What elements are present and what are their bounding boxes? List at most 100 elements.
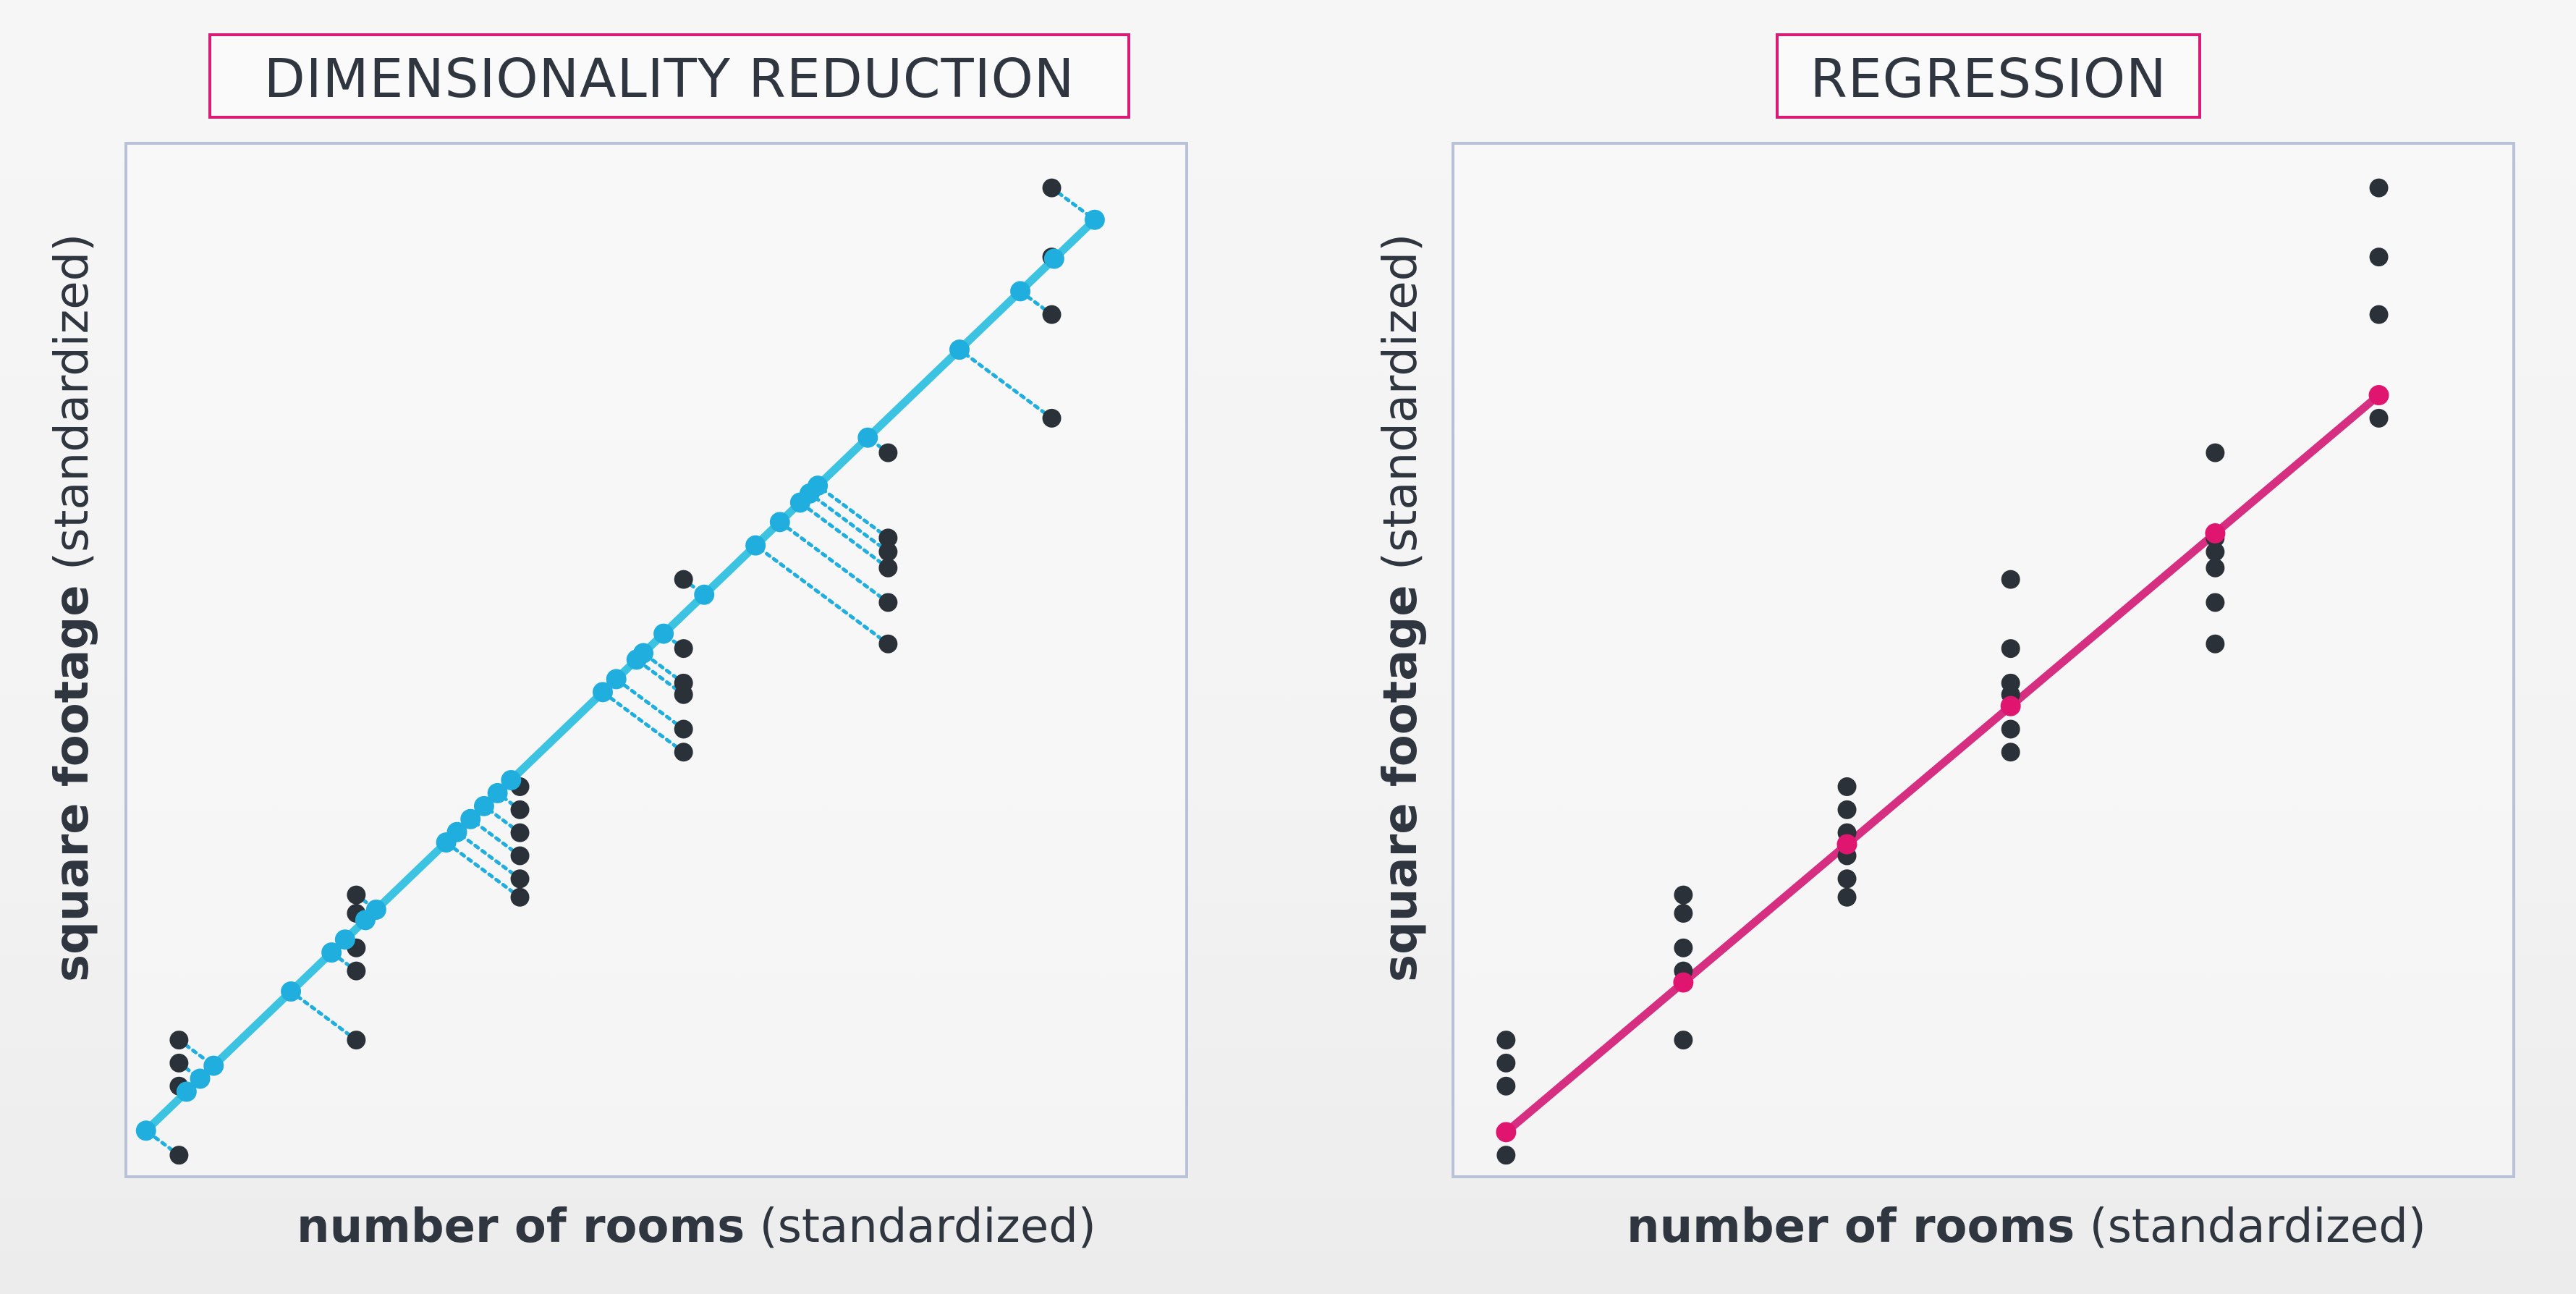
- projection-connector: [815, 483, 890, 540]
- data-point: [2001, 743, 2020, 762]
- projected-point: [501, 769, 522, 790]
- projected-point: [592, 682, 613, 703]
- fitted-point: [2368, 385, 2389, 406]
- data-point: [1837, 777, 1857, 797]
- data-point: [2001, 719, 2020, 739]
- projected-point: [334, 929, 355, 950]
- projected-point: [355, 910, 376, 931]
- data-point: [1674, 904, 1693, 923]
- data-point: [510, 800, 530, 819]
- projection-connector: [614, 677, 686, 731]
- data-point: [1496, 1146, 1516, 1165]
- panel-title-regression: REGRESSION: [1776, 33, 2201, 119]
- data-point: [1674, 938, 1693, 957]
- projected-point: [949, 339, 970, 360]
- data-point: [1837, 800, 1857, 819]
- regression-line: [1501, 391, 2384, 1136]
- projected-point: [857, 427, 878, 448]
- projected-point: [789, 492, 810, 513]
- fitted-point: [2000, 695, 2021, 716]
- data-point: [2001, 570, 2020, 589]
- data-point: [674, 639, 693, 659]
- data-point: [510, 846, 530, 866]
- data-point: [1674, 885, 1693, 905]
- panel-title-dimensionality-reduction: DIMENSIONALITY REDUCTION: [208, 33, 1130, 119]
- x-axis-label-right-rest: (standardized): [2075, 1200, 2426, 1253]
- plot-frame-left: [124, 142, 1188, 1178]
- data-point: [1496, 1076, 1516, 1096]
- projection-connector: [1018, 289, 1054, 317]
- data-point: [510, 869, 530, 889]
- data-point: [2369, 305, 2389, 324]
- data-point: [510, 887, 530, 907]
- fitted-point: [1673, 972, 1694, 993]
- projected-point: [1043, 248, 1064, 269]
- projected-point: [769, 512, 790, 533]
- projected-point: [745, 535, 766, 556]
- projection-connector: [601, 690, 686, 754]
- data-point: [1674, 1031, 1693, 1050]
- fitted-point: [1496, 1122, 1517, 1143]
- data-point: [878, 593, 898, 612]
- projection-connector: [957, 347, 1054, 420]
- data-point: [1496, 1031, 1516, 1050]
- projected-point: [460, 808, 481, 829]
- projection-connector: [468, 817, 522, 858]
- projection-connector: [753, 544, 890, 646]
- data-point: [169, 1053, 189, 1073]
- data-point: [2206, 593, 2225, 612]
- data-point: [674, 570, 693, 589]
- data-point: [1837, 887, 1857, 907]
- data-point: [674, 743, 693, 762]
- projected-point: [1010, 281, 1031, 302]
- projection-connector: [798, 500, 890, 570]
- fitted-point: [2205, 523, 2226, 544]
- fitted-point: [1836, 834, 1857, 855]
- data-point: [2206, 634, 2225, 654]
- projected-point: [281, 981, 302, 1002]
- projected-point: [626, 649, 647, 670]
- projection-connector: [455, 830, 522, 881]
- x-axis-label-right: number of rooms (standardized): [1627, 1200, 2426, 1253]
- data-point: [1042, 408, 1062, 428]
- data-point: [878, 542, 898, 562]
- x-axis-label-left-rest: (standardized): [745, 1200, 1096, 1253]
- data-point: [878, 558, 898, 578]
- plot-frame-right: [1452, 142, 2515, 1178]
- projection-connector: [778, 520, 890, 604]
- data-point: [169, 1146, 189, 1165]
- projection-connector: [808, 491, 890, 554]
- data-point: [169, 1031, 189, 1050]
- projected-point: [606, 669, 627, 690]
- data-point: [510, 823, 530, 842]
- data-point: [1837, 869, 1857, 889]
- projected-point: [190, 1068, 211, 1089]
- data-point: [2369, 178, 2389, 198]
- data-point: [2206, 443, 2225, 462]
- data-point: [347, 961, 366, 981]
- projected-point: [436, 832, 457, 853]
- x-axis-label-left-bold: number of rooms: [297, 1200, 745, 1253]
- data-point: [878, 443, 898, 462]
- data-point: [347, 885, 366, 905]
- data-point: [1042, 305, 1062, 324]
- data-point: [2369, 408, 2389, 428]
- projected-point: [653, 623, 674, 644]
- projected-point: [203, 1055, 224, 1076]
- projected-point: [487, 782, 508, 803]
- data-point: [1042, 178, 1062, 198]
- data-point: [2369, 248, 2389, 267]
- projected-point: [694, 584, 715, 605]
- data-point: [2001, 639, 2020, 659]
- data-point: [2206, 542, 2225, 562]
- data-point: [2206, 558, 2225, 578]
- projected-point: [1084, 209, 1105, 230]
- data-point: [347, 1031, 366, 1050]
- x-axis-label-left: number of rooms (standardized): [297, 1200, 1096, 1253]
- projection-connector: [444, 840, 522, 900]
- x-axis-label-right-bold: number of rooms: [1627, 1200, 2075, 1253]
- projected-point: [321, 942, 342, 963]
- data-point: [878, 634, 898, 654]
